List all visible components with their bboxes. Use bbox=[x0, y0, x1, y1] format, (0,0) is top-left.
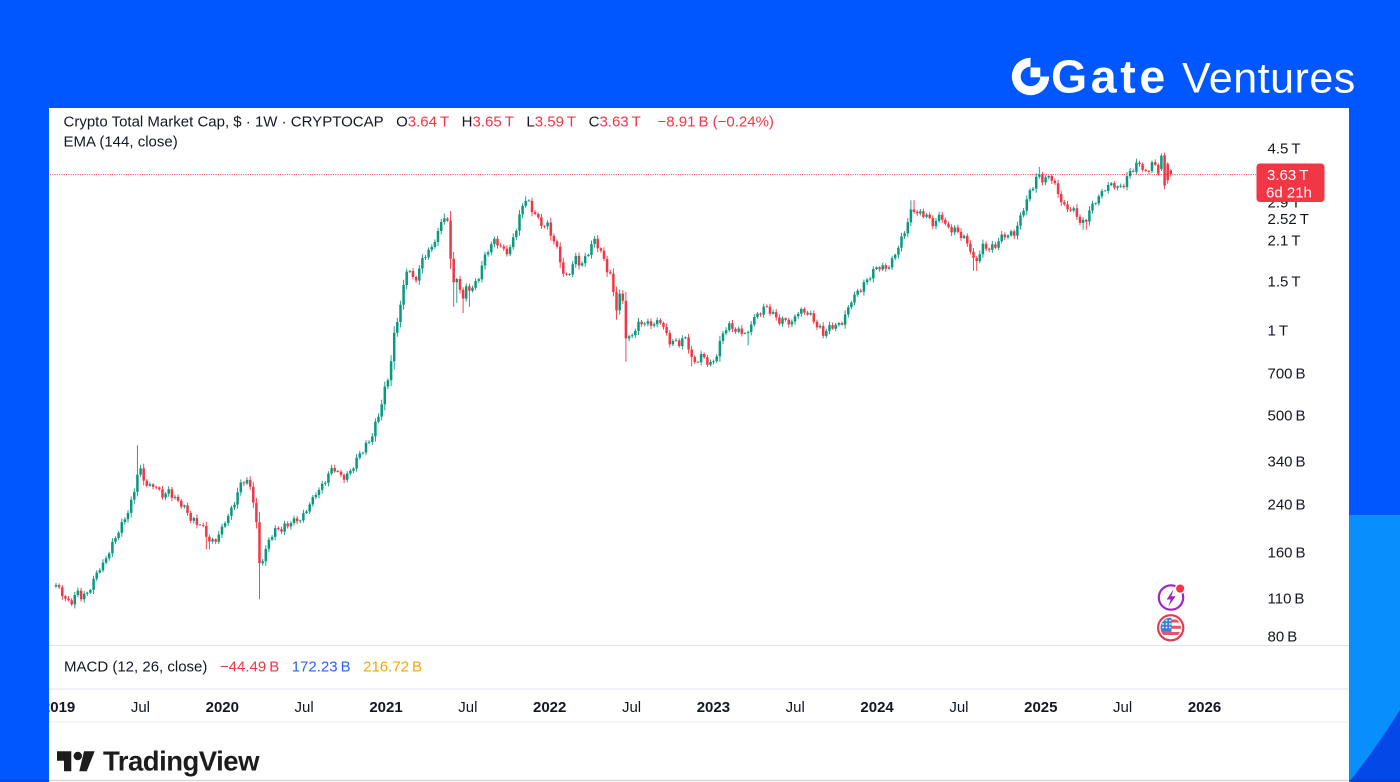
svg-text:340 B: 340 B bbox=[1268, 453, 1306, 470]
svg-text:Jul: Jul bbox=[622, 699, 641, 716]
svg-text:Jul: Jul bbox=[295, 699, 314, 716]
svg-text:Gate: Gate bbox=[1051, 51, 1169, 103]
svg-text:160 B: 160 B bbox=[1268, 544, 1306, 561]
svg-text:Jul: Jul bbox=[458, 699, 477, 716]
svg-text:110 B: 110 B bbox=[1268, 590, 1305, 607]
svg-text:3.63 T: 3.63 T bbox=[1267, 167, 1308, 184]
svg-text:6d 21h: 6d 21h bbox=[1266, 185, 1312, 202]
svg-text:TradingView: TradingView bbox=[103, 746, 260, 777]
svg-text:2020: 2020 bbox=[206, 699, 239, 716]
svg-text:2.1 T: 2.1 T bbox=[1268, 232, 1301, 249]
svg-text:Crypto Total Market Cap, $ · 1: Crypto Total Market Cap, $ · 1W · CRYPTO… bbox=[64, 114, 774, 131]
svg-text:1.5 T: 1.5 T bbox=[1268, 273, 1301, 290]
svg-text:2022: 2022 bbox=[533, 699, 566, 716]
svg-text:2.52 T: 2.52 T bbox=[1268, 211, 1309, 228]
svg-text:Jul: Jul bbox=[786, 699, 805, 716]
svg-text:2025: 2025 bbox=[1024, 699, 1057, 716]
svg-text:Jul: Jul bbox=[949, 699, 968, 716]
svg-text:Jul: Jul bbox=[131, 699, 150, 716]
svg-text:2023: 2023 bbox=[697, 699, 730, 716]
svg-text:80 B: 80 B bbox=[1268, 628, 1298, 645]
svg-text:1 T: 1 T bbox=[1268, 322, 1289, 339]
svg-text:Jul: Jul bbox=[1113, 699, 1132, 716]
svg-text:EMA (144, close): EMA (144, close) bbox=[64, 134, 178, 151]
svg-text:2021: 2021 bbox=[369, 699, 402, 716]
svg-text:2019: 2019 bbox=[42, 699, 75, 716]
svg-text:2024: 2024 bbox=[860, 699, 894, 716]
svg-text:Ventures: Ventures bbox=[1182, 55, 1356, 103]
svg-text:2026: 2026 bbox=[1188, 699, 1221, 716]
svg-text:500 B: 500 B bbox=[1268, 407, 1306, 424]
svg-text:240 B: 240 B bbox=[1268, 496, 1306, 513]
svg-text:MACD (12, 26, close) −44.49: MACD (12, 26, close) −44.49 B 172.23 B 2… bbox=[64, 658, 422, 675]
svg-text:700 B: 700 B bbox=[1268, 365, 1306, 382]
svg-text:4.5 T: 4.5 T bbox=[1268, 140, 1301, 157]
